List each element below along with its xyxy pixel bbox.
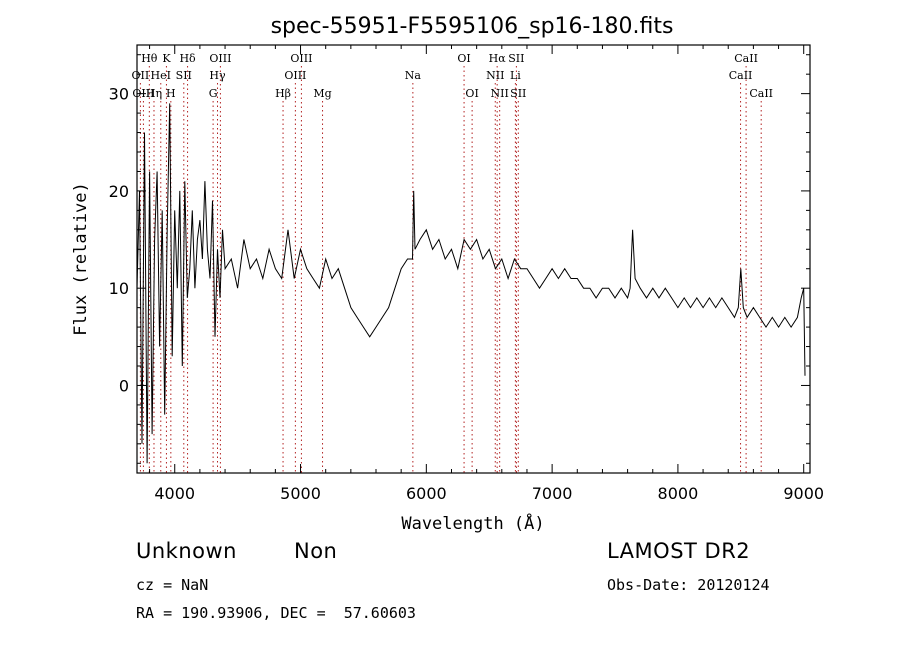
line-marker-label: OIII — [290, 52, 312, 65]
y-tick-label: 30 — [109, 85, 129, 104]
x-tick-label: 5000 — [280, 484, 321, 503]
subclass-label: Non — [294, 539, 338, 563]
x-axis-label: Wavelength (Å) — [401, 512, 544, 534]
line-marker-label: OIII — [284, 69, 306, 82]
line-marker-label: OIII — [209, 52, 231, 65]
line-marker-label: Li — [510, 69, 521, 82]
coordinates-text: RA = 190.93906, DEC = 57.60603 — [136, 604, 416, 622]
line-marker-label: Hα — [489, 52, 507, 65]
line-marker-label: Hη — [146, 87, 162, 100]
line-marker-label: OI — [457, 52, 470, 65]
line-marker-label: HeI — [151, 69, 171, 82]
line-marker-label: Na — [405, 69, 422, 82]
line-marker-label: Hδ — [179, 52, 196, 65]
line-marker-label: CaII — [729, 69, 753, 82]
spectrum-chart: spec-55951-F5595106_sp16-180.fits Hθ K Hδ O… — [71, 14, 824, 534]
x-axis-ticks: 4000 5000 6000 7000 8000 9000 — [149, 45, 824, 503]
y-axis-label: Flux (relative) — [71, 182, 91, 336]
line-marker-label: Hβ — [275, 87, 291, 100]
y-tick-label: 10 — [109, 279, 129, 298]
line-marker-label: SII — [510, 87, 526, 100]
x-tick-label: 6000 — [406, 484, 447, 503]
line-marker-label: Mg — [313, 87, 331, 100]
spectrum-line — [136, 103, 806, 464]
line-marker-label: CaII — [734, 52, 758, 65]
y-tick-label: 20 — [109, 182, 129, 201]
line-marker-label: SII — [508, 52, 524, 65]
class-label: Unknown — [136, 539, 237, 563]
chart-title: spec-55951-F5595106_sp16-180.fits — [271, 14, 674, 39]
line-marker-label: CaII — [749, 87, 773, 100]
line-marker-label: SII — [176, 69, 192, 82]
x-tick-label: 8000 — [658, 484, 699, 503]
line-marker-label: Hγ — [209, 69, 226, 82]
x-tick-label: 9000 — [783, 484, 824, 503]
survey-label: LAMOST DR2 — [607, 539, 751, 563]
plot-frame — [136, 44, 811, 474]
line-marker-label: OII — [132, 69, 150, 82]
obs-date-text: Obs-Date: 20120124 — [607, 576, 770, 594]
line-marker-label: NII — [486, 69, 504, 82]
line-marker-label: NII — [491, 87, 509, 100]
x-tick-label: 4000 — [154, 484, 195, 503]
line-marker-label: H — [166, 87, 176, 100]
line-marker-label: G — [209, 87, 218, 100]
line-marker-label: K — [162, 52, 171, 65]
y-tick-label: 0 — [119, 376, 129, 395]
line-marker-label: OI — [465, 87, 478, 100]
x-tick-label: 7000 — [532, 484, 573, 503]
line-marker-label: Hθ — [141, 52, 158, 65]
redshift-text: cz = NaN — [136, 576, 209, 594]
y-axis-ticks: 0 10 20 30 — [109, 54, 810, 464]
